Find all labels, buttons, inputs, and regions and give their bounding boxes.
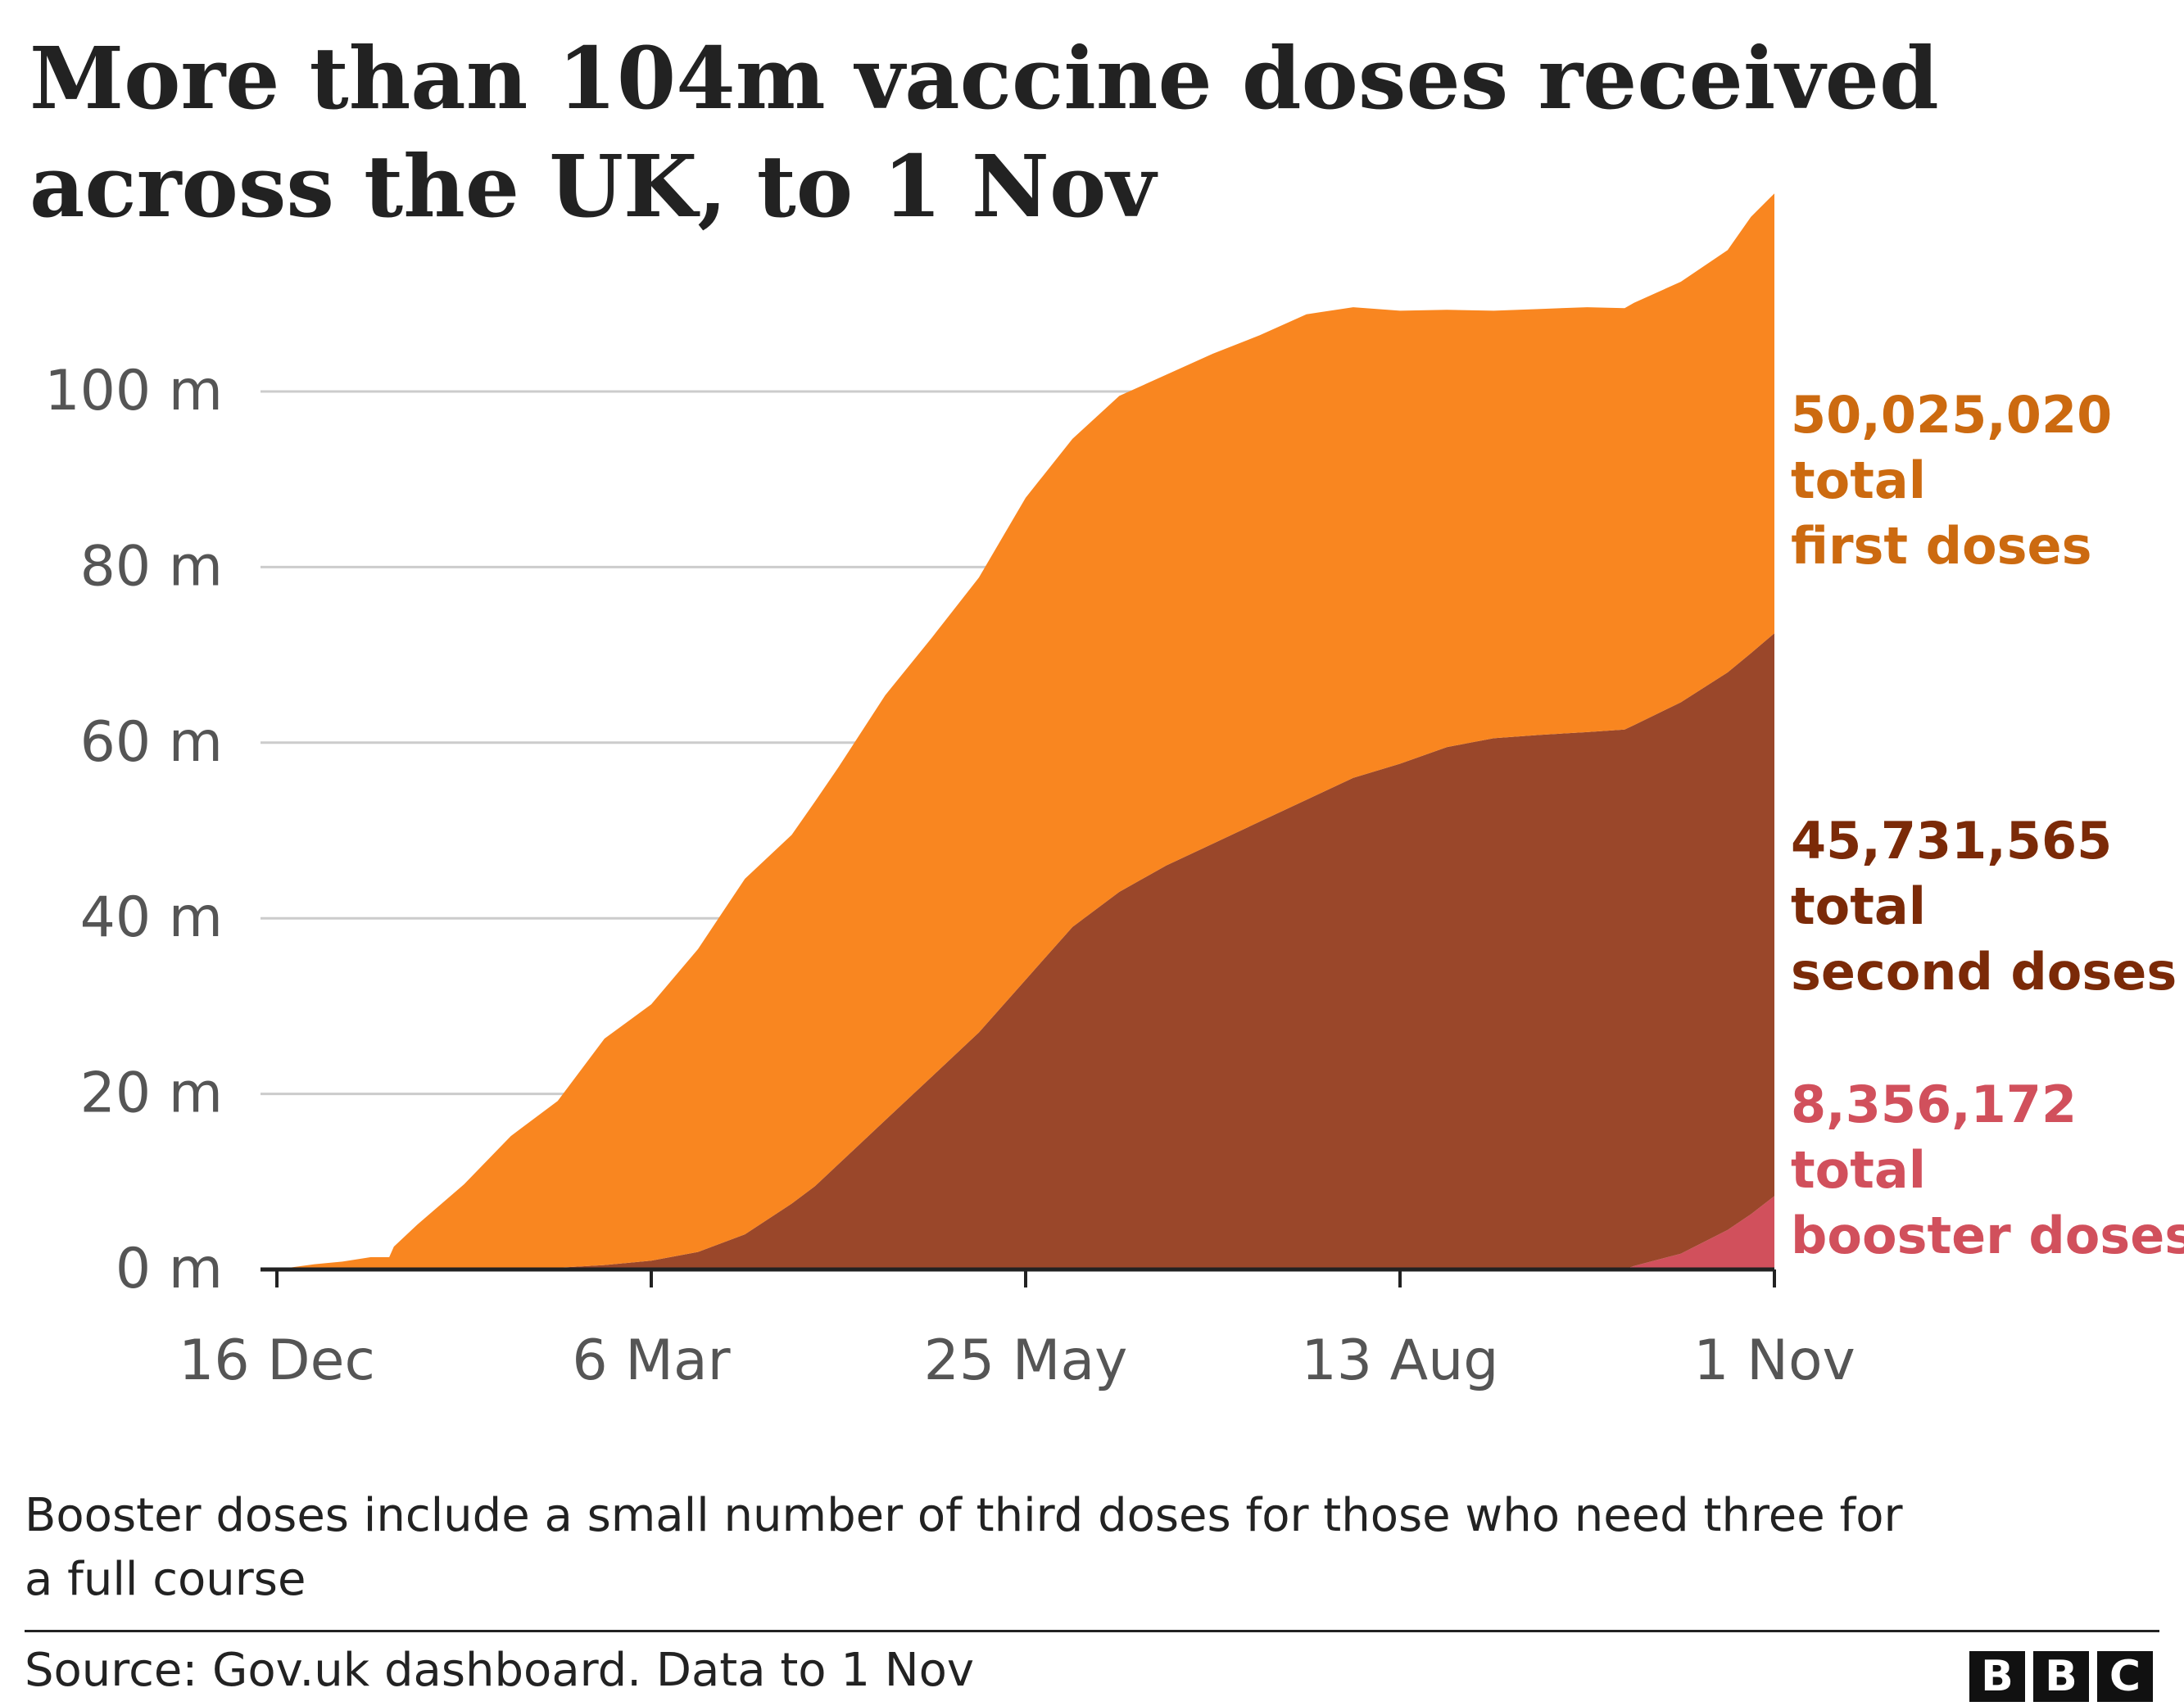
axes: 0 m 20 m 40 m 60 m 80 m 100 m 16 Dec 6 Mar 25 Ma… xyxy=(44,359,1855,1393)
x-tick-label: 1 Nov xyxy=(1693,1328,1855,1393)
series-label-value: 8,356,172 xyxy=(1791,1075,2077,1134)
x-tick-label: 25 May xyxy=(924,1328,1128,1393)
series-label-line2: total xyxy=(1791,1140,1926,1200)
x-tick-label: 6 Mar xyxy=(572,1328,730,1393)
bbc-logo: B B C xyxy=(1969,1651,2153,1702)
footnote: Booster doses include a small number of … xyxy=(25,1484,2122,1612)
series-label-line2: total xyxy=(1791,450,1926,510)
y-tick-label: 0 m xyxy=(116,1237,223,1301)
chart-title-line-1: More than 104m vaccine doses received xyxy=(29,28,1939,129)
bbc-logo-letter: C xyxy=(2097,1651,2153,1702)
series-label-line3: second doses xyxy=(1791,942,2177,1002)
y-tick-label: 20 m xyxy=(80,1061,223,1126)
footer-divider xyxy=(25,1630,2159,1632)
series-label-line2: total xyxy=(1791,876,1926,936)
y-tick-label: 60 m xyxy=(80,710,223,775)
bbc-logo-letter: B xyxy=(1969,1651,2025,1702)
y-tick-label: 40 m xyxy=(80,885,223,950)
area-second-doses xyxy=(277,633,1774,1269)
chart-title: More than 104m vaccine doses received ac… xyxy=(29,25,2078,241)
area-first-doses xyxy=(277,193,1774,1270)
series-label-value: 50,025,020 xyxy=(1791,385,2112,445)
footnote-line-2: a full course xyxy=(25,1553,306,1606)
y-tick-label: 100 m xyxy=(44,359,223,423)
series-label-line3: first doses xyxy=(1791,516,2092,576)
area-series xyxy=(277,193,1774,1270)
footnote-line-1: Booster doses include a small number of … xyxy=(25,1489,1903,1542)
source-text: Source: Gov.uk dashboard. Data to 1 Nov xyxy=(25,1644,975,1697)
stacked-area-chart: 0 m 20 m 40 m 60 m 80 m 100 m 16 Dec 6 Mar 25 Ma… xyxy=(44,193,2184,1393)
chart-title-line-2: across the UK, to 1 Nov xyxy=(29,136,1156,237)
series-label-value: 45,731,565 xyxy=(1791,811,2112,871)
series-label-line3: booster doses xyxy=(1791,1206,2184,1265)
x-tick-label: 16 Dec xyxy=(179,1328,375,1393)
y-tick-label: 80 m xyxy=(80,534,223,599)
bbc-logo-letter: B xyxy=(2033,1651,2089,1702)
x-tick-label: 13 Aug xyxy=(1302,1328,1499,1393)
